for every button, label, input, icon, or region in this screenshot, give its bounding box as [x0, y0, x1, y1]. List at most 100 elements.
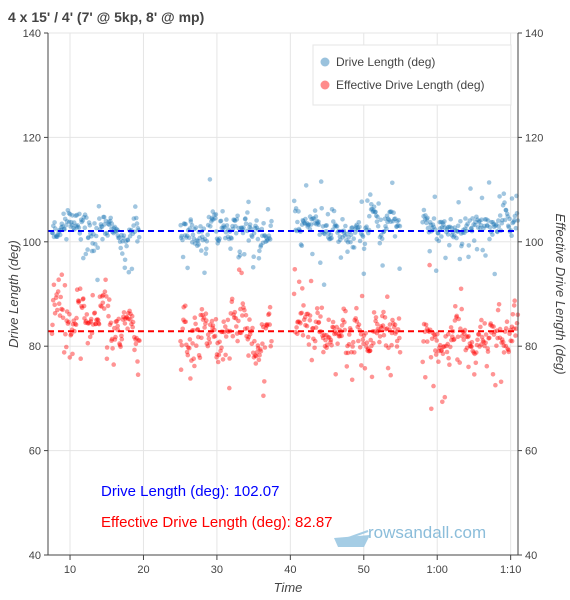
effective-drive-length-point	[72, 321, 78, 327]
drive-length-point	[376, 201, 381, 206]
drive-length-point	[479, 217, 484, 222]
drive-length-point	[204, 239, 210, 244]
effective-drive-length-point	[260, 341, 265, 347]
effective-drive-length-point	[72, 328, 77, 334]
drive-length-point	[325, 211, 331, 217]
effective-drive-length-point	[129, 321, 134, 327]
effective-drive-length-point	[327, 335, 332, 341]
drive-length-point	[317, 232, 323, 237]
drive-length-point	[67, 211, 73, 217]
effective-drive-length-point	[268, 343, 274, 349]
effective-drive-length-point	[458, 326, 463, 332]
drive-length-point	[226, 236, 232, 242]
drive-length-point	[321, 231, 327, 236]
drive-length-point	[359, 199, 365, 204]
effective-drive-length-point	[364, 340, 370, 346]
drive-length-point	[131, 223, 136, 228]
drive-length-point	[68, 224, 73, 229]
effective-drive-length-point	[362, 366, 368, 371]
drive-length-point	[363, 225, 368, 231]
x-tick-label: 40	[284, 564, 296, 576]
effective-drive-length-point	[477, 344, 482, 349]
drive-length-point	[216, 238, 222, 243]
drive-length-point	[491, 222, 497, 227]
drive-length-point	[434, 236, 440, 242]
effective-drive-length-point	[371, 310, 377, 315]
drive-length-point	[513, 225, 519, 231]
drive-length-point	[429, 225, 435, 231]
drive-length-point	[114, 226, 119, 232]
effective-drive-length-point	[377, 334, 383, 339]
effective-drive-length-point	[361, 341, 366, 347]
drive-length-point	[337, 237, 343, 243]
drive-length-point	[383, 224, 388, 229]
effective-drive-length-point	[453, 304, 458, 309]
effective-drive-length-point	[130, 324, 135, 330]
drive-length-point	[105, 233, 110, 238]
drive-length-point	[80, 218, 86, 223]
drive-length-point	[424, 220, 429, 226]
effective-drive-length-point	[117, 341, 122, 346]
effective-drive-length-point	[440, 351, 446, 357]
effective-drive-length-point	[302, 314, 308, 320]
effective-drive-length-point	[472, 351, 478, 357]
drive-length-point	[385, 216, 391, 222]
effective-drive-length-point	[428, 355, 434, 360]
drive-length-point	[464, 223, 469, 228]
drive-length-point	[66, 219, 72, 225]
drive-length-point	[318, 179, 324, 184]
effective-drive-length-point	[336, 334, 342, 339]
effective-drive-length-point	[199, 335, 204, 341]
drive-length-point	[346, 235, 352, 240]
effective-drive-length-point	[117, 342, 123, 348]
effective-drive-length-point	[197, 355, 203, 361]
drive-length-point	[473, 219, 478, 225]
drive-length-point	[442, 219, 447, 224]
effective-drive-length-point	[478, 324, 483, 330]
drive-length-point	[378, 217, 384, 223]
effective-drive-length-point	[361, 333, 367, 338]
effective-drive-length-point	[132, 334, 137, 340]
drive-length-point	[233, 230, 239, 236]
effective-drive-length-point	[484, 363, 490, 369]
drive-length-point	[481, 226, 486, 231]
effective-drive-length-point	[513, 326, 519, 331]
y2-tick-label: 140	[525, 28, 543, 40]
effective-drive-length-point	[320, 335, 326, 341]
effective-drive-length-point	[56, 277, 61, 283]
drive-length-point	[374, 219, 380, 224]
effective-drive-length-point	[123, 316, 128, 322]
effective-drive-length-point	[184, 349, 190, 355]
drive-length-point	[503, 207, 509, 213]
effective-drive-length-point	[250, 325, 255, 331]
effective-drive-length-point	[501, 350, 507, 355]
drive-length-point	[192, 241, 198, 246]
chart-title: 4 x 15' / 4' (7' @ 5kp, 8' @ mp)	[8, 9, 204, 25]
drive-length-point	[88, 231, 93, 236]
y-tick-label: 100	[23, 237, 41, 249]
drive-length-point	[55, 232, 60, 238]
drive-length-point	[478, 225, 483, 231]
drive-length-point	[81, 215, 87, 220]
drive-length-point	[478, 222, 484, 228]
x-tick-label: 20	[137, 564, 149, 576]
effective-drive-length-point	[104, 294, 109, 299]
effective-drive-length-point	[96, 321, 102, 327]
effective-drive-length-point	[343, 350, 349, 356]
effective-drive-length-point	[192, 315, 198, 321]
drive-length-point	[249, 234, 255, 240]
drive-length-point	[200, 234, 205, 239]
effective-drive-length-point	[462, 331, 467, 336]
effective-drive-length-point	[474, 342, 480, 348]
drive-length-point	[263, 239, 269, 244]
effective-drive-length-point	[476, 332, 482, 337]
drive-length-point	[75, 224, 80, 230]
drive-length-point	[75, 223, 80, 228]
y2-tick-label: 40	[525, 550, 537, 562]
effective-drive-length-point	[129, 313, 135, 319]
effective-drive-length-point	[107, 322, 113, 328]
drive-length-point	[97, 216, 102, 221]
effective-drive-length-point	[52, 302, 57, 308]
drive-length-point	[246, 238, 251, 243]
drive-length-point	[299, 243, 305, 248]
